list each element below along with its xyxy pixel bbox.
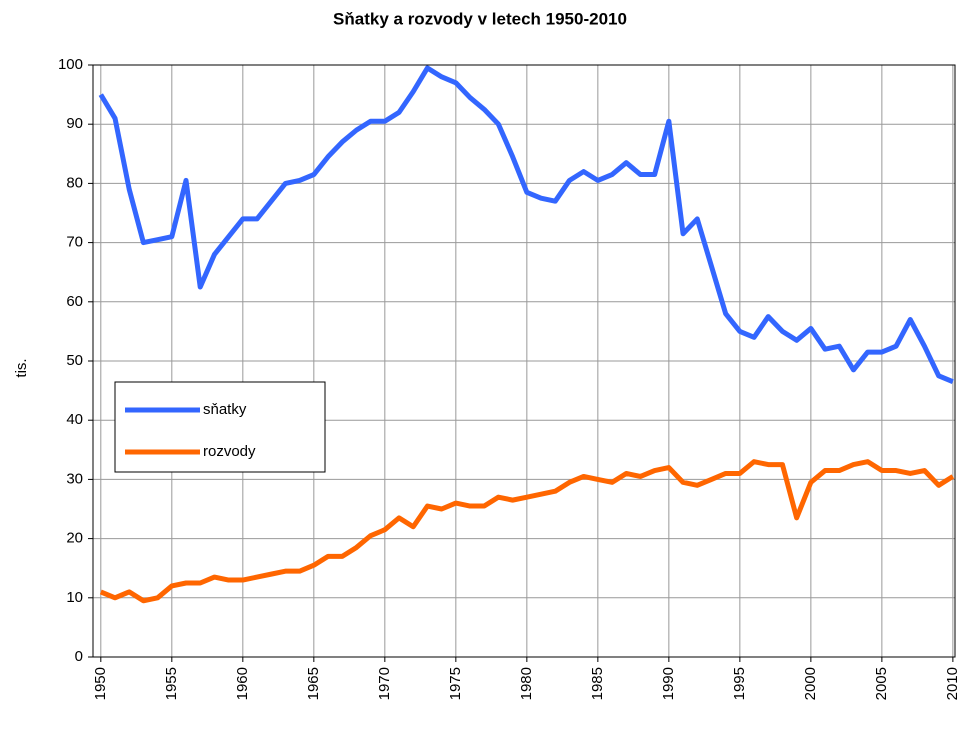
y-tick-label: 90 — [66, 115, 83, 132]
legend-box — [114, 381, 326, 473]
x-tick-label: 2000 — [802, 667, 819, 700]
legend-label: sňatky — [203, 401, 247, 418]
y-tick-label: 60 — [66, 293, 83, 310]
x-tick-label: 1985 — [589, 667, 606, 700]
y-tick-label: 50 — [66, 352, 83, 369]
x-tick-label: 1965 — [305, 667, 322, 700]
x-tick-label: 2005 — [873, 667, 890, 700]
x-tick-label: 1950 — [92, 667, 109, 700]
x-tick-label: 1970 — [376, 667, 393, 700]
y-tick-label: 30 — [66, 470, 83, 487]
x-tick-label: 1990 — [660, 667, 677, 700]
y-tick-label: 100 — [58, 56, 83, 73]
y-axis-label: tis. — [13, 358, 30, 377]
plot-frame — [92, 64, 956, 658]
x-tick-label: 1960 — [234, 667, 251, 700]
y-tick-label: 80 — [66, 174, 83, 191]
line-series — [99, 459, 955, 604]
y-tick-label: 10 — [66, 589, 83, 606]
y-tick-label: 40 — [66, 411, 83, 428]
y-tick-label: 20 — [66, 530, 83, 547]
x-tick-label: 2010 — [944, 667, 961, 700]
line-series — [98, 65, 954, 385]
y-tick-label: 70 — [66, 234, 83, 251]
legend-label: rozvody — [203, 443, 256, 460]
x-tick-label: 1995 — [731, 667, 748, 700]
y-tick-label: 0 — [75, 648, 83, 665]
chart-title: Sňatky a rozvody v letech 1950-2010 — [333, 9, 627, 28]
x-tick-label: 1975 — [447, 667, 464, 700]
x-tick-label: 1980 — [518, 667, 535, 700]
x-tick-label: 1955 — [163, 667, 180, 700]
